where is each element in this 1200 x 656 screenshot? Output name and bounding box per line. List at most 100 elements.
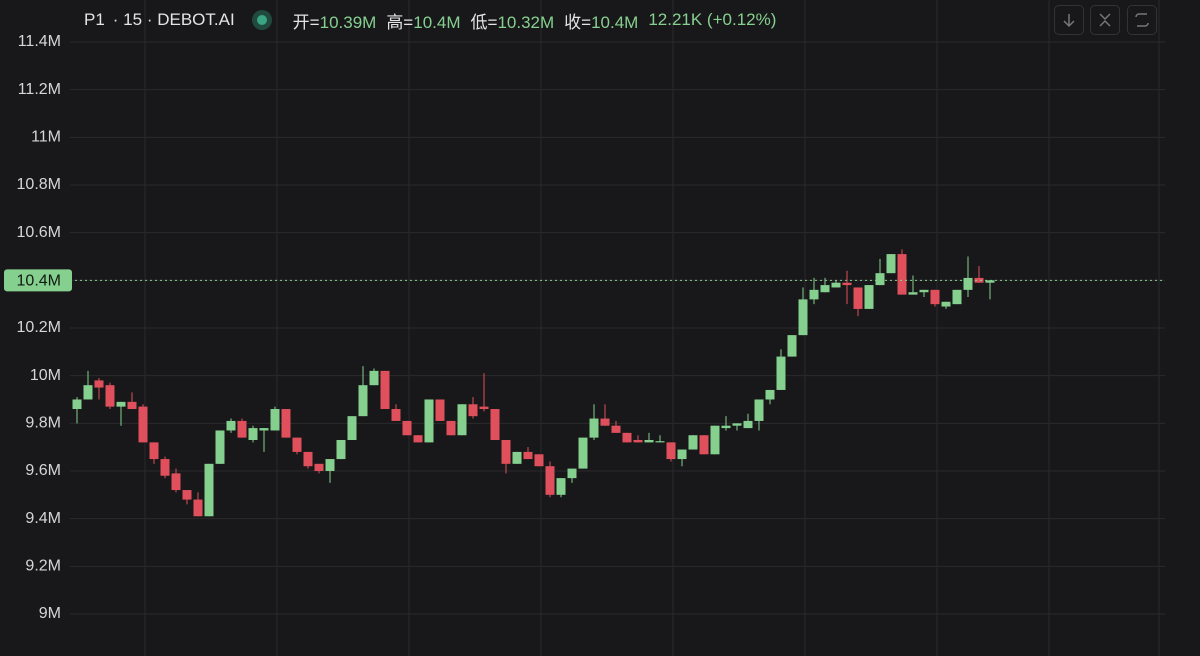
candle-body: [446, 420, 456, 436]
candle-body: [138, 406, 148, 443]
candle-body: [523, 451, 533, 460]
candle-body: [402, 420, 412, 436]
candle-body: [567, 468, 577, 479]
candle-body: [380, 370, 390, 410]
candle-body: [589, 418, 599, 438]
candle-body: [798, 299, 808, 336]
source: · 15 · DEBOT.AI: [112, 10, 235, 29]
y-tick-label: 9.6M: [25, 462, 61, 479]
candle-body: [842, 282, 852, 286]
legend-label: 收=: [564, 12, 592, 32]
candle-body: [94, 380, 104, 388]
candle-body: [413, 435, 423, 443]
y-tick-label: 9.8M: [25, 415, 61, 432]
candle-body: [556, 478, 566, 495]
candle-body: [501, 440, 511, 464]
candle-body: [391, 409, 401, 421]
candle-body: [721, 425, 731, 429]
candle-body: [160, 459, 170, 476]
candle-body: [974, 277, 984, 283]
last-price-label: 10.4M: [17, 273, 61, 290]
candle-body: [820, 285, 830, 293]
candle-body: [875, 273, 885, 286]
candle-body: [83, 385, 93, 400]
candle-body: [204, 463, 214, 517]
y-tick-label: 10.6M: [17, 224, 61, 241]
candle-body: [215, 430, 225, 464]
header: P1 · 15 · DEBOT.AI 开=10.39M 高=10.4M 低=10.3…: [84, 8, 776, 32]
candle-body: [479, 406, 489, 410]
legend-value: 10.4M: [591, 12, 639, 32]
candle-body: [644, 440, 654, 443]
candle-body: [336, 440, 346, 460]
y-tick-label: 9.2M: [25, 558, 61, 575]
y-tick-label: 9.4M: [25, 510, 61, 527]
icon: [1135, 13, 1149, 27]
y-tick-label: 10.2M: [17, 319, 61, 336]
candles: [72, 249, 995, 517]
candle-body: [149, 442, 159, 460]
candle-body: [809, 289, 819, 300]
candle-body: [710, 425, 720, 455]
icon: [1063, 14, 1075, 28]
candle-body: [853, 287, 863, 309]
candle-body: [743, 420, 753, 429]
candle-body: [193, 499, 203, 517]
candle-body: [347, 416, 357, 440]
candle-body: [116, 401, 126, 407]
candle-body: [600, 418, 610, 426]
candle-body: [303, 451, 313, 467]
legend-value: 10.32M: [497, 12, 555, 32]
candle-body: [237, 420, 247, 438]
candle-body: [930, 289, 940, 305]
status-dot: [256, 15, 267, 25]
candle-body: [897, 254, 907, 295]
candle-body: [908, 292, 918, 295]
candle-body: [677, 449, 687, 460]
candle-body: [182, 490, 192, 500]
candle-body: [941, 301, 951, 307]
candle-body: [226, 420, 236, 431]
candle-body: [358, 385, 368, 417]
candle-body: [919, 289, 929, 293]
y-tick-label: 9M: [39, 605, 61, 622]
legend-label: 低=: [470, 12, 498, 32]
legend-label: 高=: [386, 12, 414, 32]
candle-body: [281, 409, 291, 438]
candle-body: [963, 277, 973, 290]
button[interactable]: [1090, 5, 1120, 35]
candle-body: [171, 473, 181, 491]
y-tick-label: 10M: [30, 367, 61, 384]
symbol: P1: [84, 10, 105, 29]
candle-body: [512, 451, 522, 464]
candle-body: [424, 399, 434, 443]
icon: [1099, 13, 1111, 27]
candle-body: [545, 466, 555, 495]
candle-body: [435, 399, 445, 421]
candle-body: [490, 409, 500, 440]
candle-body: [292, 437, 302, 452]
candle-body: [655, 441, 665, 443]
candle-body: [611, 425, 621, 433]
candle-body: [369, 370, 379, 386]
candle-body: [765, 389, 775, 400]
candle-body: [776, 356, 786, 390]
candle-body: [314, 463, 324, 471]
candle-body: [72, 399, 82, 410]
candle-body: [985, 280, 995, 283]
y-tick-label: 11.2M: [18, 81, 61, 98]
button[interactable]: [1054, 5, 1084, 35]
legend-label: 开=: [292, 12, 320, 32]
candle-body: [787, 335, 797, 357]
candle-body: [699, 435, 709, 455]
candle-body: [270, 409, 280, 431]
candle-body: [688, 435, 698, 450]
candle-body: [952, 289, 962, 305]
button[interactable]: [1127, 5, 1157, 35]
candle-body: [127, 401, 137, 410]
candle-body: [578, 437, 588, 469]
y-tick-label: 10.8M: [17, 176, 61, 193]
candle-body: [864, 285, 874, 309]
